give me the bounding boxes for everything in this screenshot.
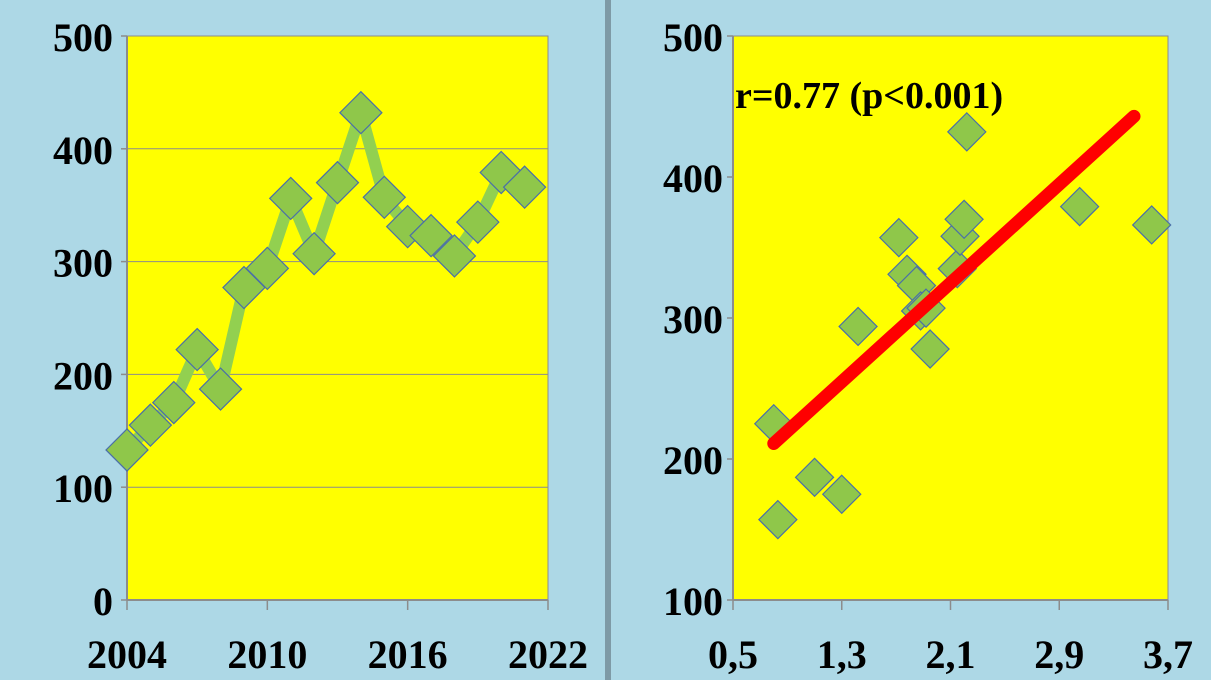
data-point — [944, 199, 984, 240]
data-point — [758, 499, 798, 540]
data-point — [245, 246, 290, 291]
y-tick-label: 100 — [53, 466, 113, 511]
panel-divider — [605, 0, 611, 680]
x-tick-label: 2004 — [87, 632, 167, 677]
y-tick-label: 0 — [93, 579, 113, 624]
y-tick-label: 300 — [53, 241, 113, 286]
data-point — [409, 213, 453, 258]
data-point — [128, 403, 173, 448]
data-point — [315, 160, 360, 205]
data-point — [268, 176, 313, 221]
x-tick-label: 2022 — [508, 632, 588, 677]
x-tick-label: 0,5 — [708, 632, 758, 677]
data-point — [502, 165, 547, 210]
x-tick-label: 2010 — [227, 632, 307, 677]
data-point — [878, 217, 919, 258]
timeseries-chart: 0 100 200 300 400 500 2004 2010 2016 2022 — [53, 15, 588, 677]
plot-area — [732, 35, 1169, 601]
correlation-annotation: r=0.77 (p<0.001) — [735, 75, 1003, 117]
data-point — [1059, 186, 1100, 227]
correlation-chart: 100 200 300 400 500 0,5 1,3 2,1 2,9 3,7 r=0.77 (p<… — [663, 15, 1193, 677]
regression-line — [767, 109, 1141, 450]
data-point — [910, 329, 950, 369]
x-tick-label: 3,7 — [1143, 632, 1193, 677]
x-tick-label: 2,1 — [926, 632, 976, 677]
data-point — [432, 234, 477, 278]
x-tick-label: 1,3 — [817, 632, 867, 677]
y-tick-label: 100 — [663, 579, 723, 624]
y-tick-label: 200 — [53, 353, 113, 398]
y-tick-label: 500 — [663, 15, 723, 60]
data-point — [946, 112, 987, 152]
data-point — [455, 200, 500, 244]
x-tick-label: 2016 — [368, 632, 448, 677]
y-tick-label: 400 — [663, 156, 723, 201]
y-tick-label: 300 — [663, 297, 723, 342]
data-point — [198, 367, 243, 411]
data-point — [292, 231, 336, 276]
data-point — [105, 428, 149, 472]
data-point — [1131, 205, 1172, 245]
data-point — [838, 306, 878, 347]
data-point — [794, 457, 835, 498]
y-tick-label: 500 — [53, 15, 113, 60]
data-point — [151, 380, 196, 425]
data-point — [821, 474, 862, 515]
data-point — [362, 175, 407, 220]
data-point — [175, 327, 220, 372]
x-tick-label: 2,9 — [1034, 632, 1084, 677]
plot-area — [126, 35, 549, 601]
y-tick-label: 200 — [663, 438, 723, 483]
data-point — [339, 90, 383, 135]
y-tick-label: 400 — [53, 128, 113, 173]
